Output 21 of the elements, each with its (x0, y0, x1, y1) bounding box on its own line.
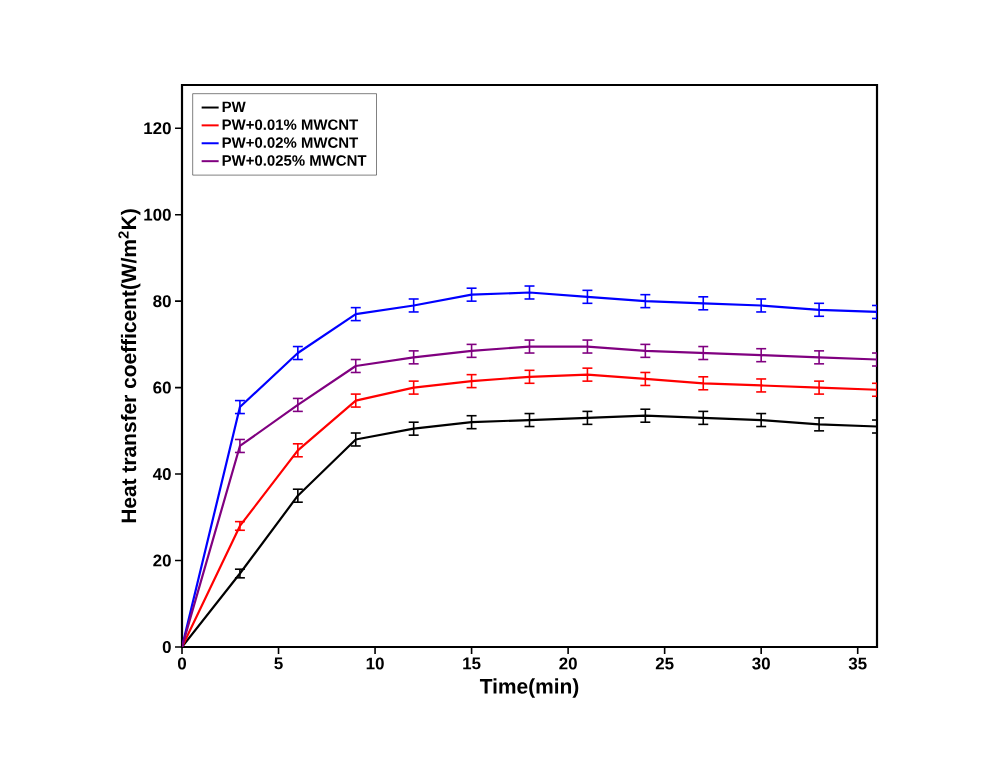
y-axis-title: Heat transfer coefficent(W/m$^{2}$K) (118, 209, 141, 523)
y-tick-label: 40 (152, 468, 171, 481)
y-tick-label: 100 (144, 208, 171, 221)
y-tick-label: 0 (162, 641, 171, 653)
x-tick-label: 35 (848, 657, 867, 670)
x-tick-label: 30 (752, 657, 770, 670)
x-axis-title: Time(min) (479, 678, 579, 698)
y-tick-label: 80 (153, 295, 171, 308)
y-tick-label: 120 (144, 122, 171, 135)
y-tick-label: 20 (153, 554, 171, 567)
legend-label: PW+0.01% MWCNT (222, 119, 359, 130)
x-tick-label: 25 (655, 657, 674, 670)
legend-label: PW+0.02% MWCNT (222, 137, 359, 148)
x-tick-label: 15 (463, 657, 481, 670)
legend-label: PW (222, 101, 246, 112)
x-tick-label: 5 (274, 657, 283, 670)
y-tick-label: 60 (153, 381, 171, 394)
x-tick-label: 20 (559, 657, 577, 670)
x-tick-label: 10 (366, 657, 384, 670)
x-tick-label: 0 (177, 657, 187, 670)
legend-label: PW+0.025% MWCNT (222, 155, 367, 166)
